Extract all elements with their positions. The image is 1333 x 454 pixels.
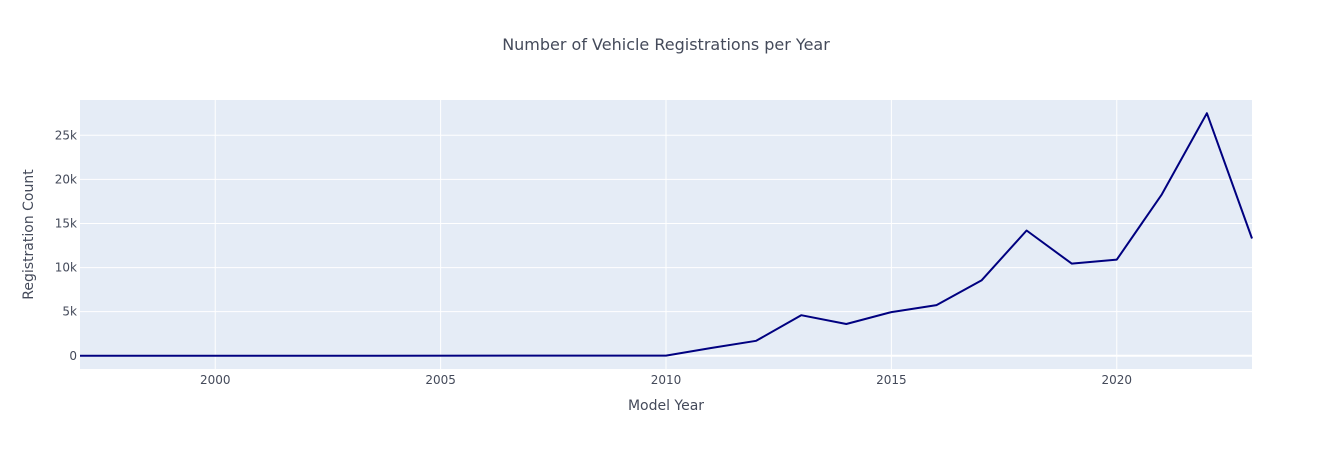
x-grid bbox=[214, 100, 1118, 369]
chart-title: Number of Vehicle Registrations per Year bbox=[502, 35, 830, 54]
y-tick-label: 25k bbox=[55, 128, 77, 142]
data-point bbox=[212, 353, 218, 359]
data-point bbox=[888, 309, 894, 315]
x-tick-label: 2000 bbox=[200, 373, 231, 387]
data-point bbox=[1159, 191, 1165, 197]
series-line bbox=[80, 112, 1253, 357]
x-axis-ticks: 2000 2005 2010 2015 2020 bbox=[200, 373, 1132, 387]
data-point bbox=[1204, 110, 1210, 116]
y-tick-label: 20k bbox=[55, 172, 77, 186]
data-point bbox=[302, 353, 308, 359]
data-point bbox=[933, 302, 939, 308]
x-tick-label: 2010 bbox=[651, 373, 682, 387]
data-point bbox=[1114, 257, 1120, 263]
y-tick-label: 5k bbox=[62, 305, 77, 319]
data-point bbox=[753, 338, 759, 344]
y-axis-label: Registration Count bbox=[21, 169, 37, 300]
y-tick-label: 0 bbox=[69, 349, 77, 363]
x-tick-label: 2005 bbox=[425, 373, 456, 387]
y-axis-ticks: 0 5k 10k 15k 20k 25k bbox=[55, 128, 77, 362]
data-point bbox=[708, 345, 714, 351]
data-point bbox=[663, 353, 669, 359]
y-tick-label: 10k bbox=[55, 261, 77, 275]
data-point bbox=[167, 353, 173, 359]
data-point bbox=[1024, 228, 1030, 234]
data-point bbox=[1249, 235, 1255, 241]
data-point bbox=[77, 353, 83, 359]
data-point bbox=[1069, 261, 1075, 267]
data-point bbox=[573, 353, 579, 359]
x-tick-label: 2015 bbox=[876, 373, 907, 387]
data-point bbox=[347, 353, 353, 359]
x-tick-label: 2020 bbox=[1101, 373, 1132, 387]
data-point bbox=[798, 312, 804, 318]
data-point bbox=[122, 353, 128, 359]
data-point bbox=[979, 277, 985, 283]
series-group bbox=[77, 110, 1255, 359]
x-axis-label: Model Year bbox=[628, 398, 704, 414]
data-point bbox=[843, 321, 849, 327]
y-tick-label: 15k bbox=[55, 216, 77, 230]
